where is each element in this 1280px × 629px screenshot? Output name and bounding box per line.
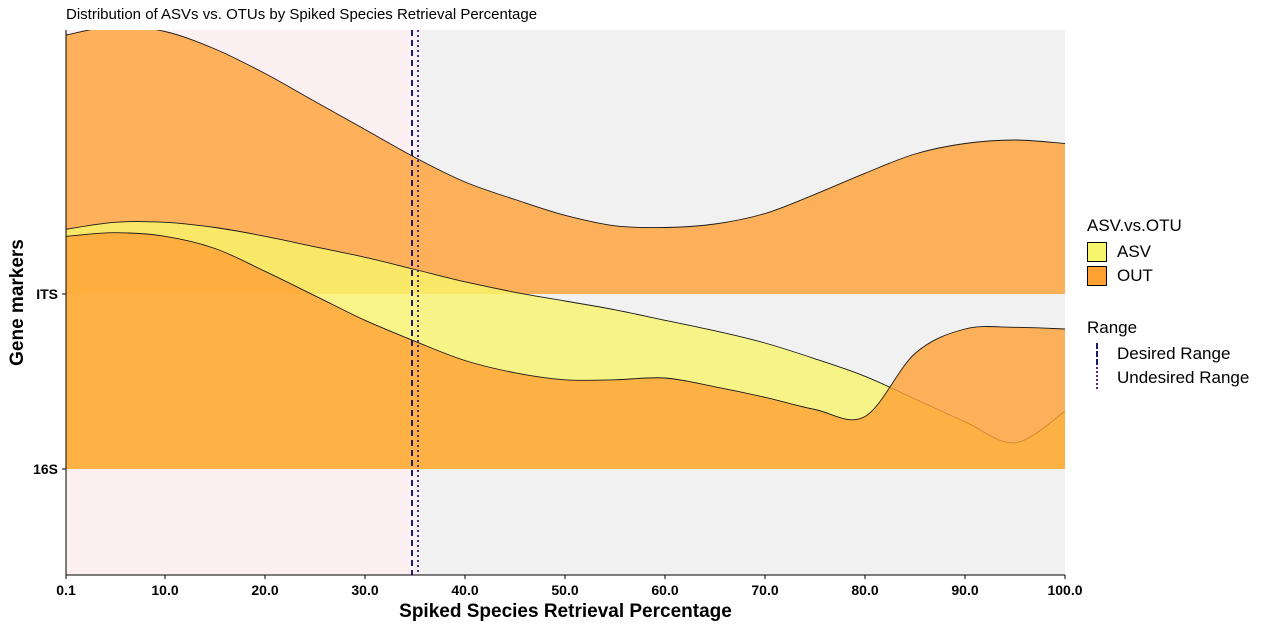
x-tick-label: 30.0 — [351, 582, 378, 598]
x-tick-label: 0.1 — [56, 582, 76, 598]
x-tick-label: 50.0 — [551, 582, 578, 598]
desired-range-label: Desired Range — [1117, 344, 1231, 363]
its-out-density-area — [66, 30, 1065, 294]
x-axis-title: Spiked Species Retrieval Percentage — [399, 601, 732, 622]
its-out-density-line — [66, 30, 1065, 229]
fill-legend-item-asv: ASV — [1087, 240, 1182, 264]
x-tick-label: 70.0 — [751, 582, 778, 598]
range-legend-title: Range — [1087, 318, 1138, 337]
x-tick-label: 20.0 — [251, 582, 278, 598]
dashed-line-key — [1087, 343, 1107, 365]
asv-swatch — [1087, 242, 1107, 262]
fill-legend-title: ASV.vs.OTU — [1087, 216, 1182, 235]
fill-legend: ASV.vs.OTU ASV OUT — [1087, 216, 1182, 288]
out-label: OUT — [1117, 266, 1153, 285]
x-tick-label: 80.0 — [851, 582, 878, 598]
x-tick-label: 40.0 — [451, 582, 478, 598]
dotted-line-key — [1087, 367, 1107, 389]
undesired-range-label: Undesired Range — [1117, 368, 1250, 387]
y-tick-label: 16S — [33, 461, 58, 477]
x-tick-label: 10.0 — [151, 582, 178, 598]
range-legend-item-desired: Desired Range — [1087, 342, 1249, 366]
16s-out-density-line — [66, 232, 1065, 421]
range-legend-item-undesired: Undesired Range — [1087, 366, 1249, 390]
range-legend: Range Desired Range Undesired Range — [1087, 318, 1249, 390]
x-tick-label: 60.0 — [651, 582, 678, 598]
chart-title: Distribution of ASVs vs. OTUs by Spiked … — [66, 6, 538, 23]
y-axis-title: Gene markers — [7, 239, 28, 366]
out-swatch — [1087, 266, 1107, 286]
fill-legend-item-out: OUT — [1087, 264, 1182, 288]
x-tick-label: 90.0 — [951, 582, 978, 598]
x-tick-label: 100.0 — [1047, 582, 1082, 598]
asv-label: ASV — [1117, 242, 1152, 261]
y-tick-label: ITS — [36, 286, 58, 302]
